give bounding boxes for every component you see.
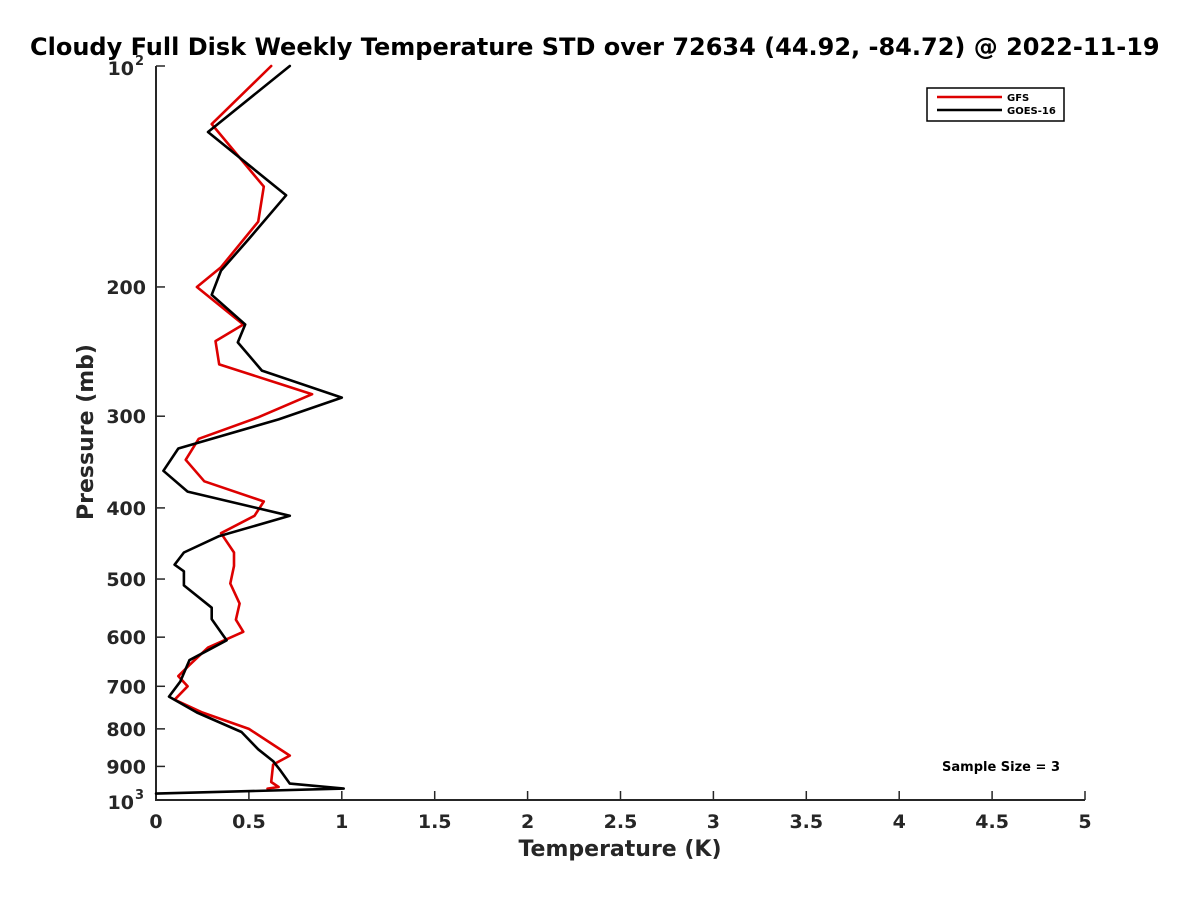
x-tick-label: 0.5 xyxy=(232,811,266,833)
y-tick-label: 300 xyxy=(106,406,146,428)
x-tick-label: 2.5 xyxy=(604,811,638,833)
data-series xyxy=(154,64,346,795)
y-tick-base: 10 xyxy=(108,792,134,814)
x-tick-label: 0 xyxy=(149,811,162,833)
x-tick-label: 1.5 xyxy=(418,811,452,833)
x-tick-label: 5 xyxy=(1078,811,1091,833)
legend: GFS GOES-16 xyxy=(926,87,1065,122)
y-tick-label: 400 xyxy=(106,498,146,520)
y-tick-label: 900 xyxy=(106,756,146,778)
y-tick-label: 800 xyxy=(106,719,146,741)
legend-entry: GOES-16 xyxy=(1007,106,1056,117)
y-tick-base: 10 xyxy=(108,58,134,80)
y-tick-exponent: 3 xyxy=(135,788,144,803)
y-tick-exponent: 2 xyxy=(135,54,144,69)
x-tick-label: 4 xyxy=(893,811,906,833)
legend-entry: GFS xyxy=(1007,93,1029,104)
axes: 0 0.5 1 1.5 2 2.5 3 3.5 4 4.5 510 22003004005006007… xyxy=(106,54,1091,833)
y-tick-label: 600 xyxy=(106,627,146,649)
series-line-gfs xyxy=(173,64,314,790)
x-tick-label: 1 xyxy=(335,811,348,833)
x-tick-label: 3 xyxy=(707,811,720,833)
y-tick-label: 10 3 xyxy=(108,788,145,814)
x-tick-label: 4.5 xyxy=(975,811,1009,833)
y-tick-label: 500 xyxy=(106,569,146,591)
x-axis-label: Temperature (K) xyxy=(518,837,721,862)
series-line-goes-16 xyxy=(154,64,346,795)
y-tick-label: 10 2 xyxy=(108,54,145,80)
y-tick-label: 700 xyxy=(106,676,146,698)
sample-size-annotation: Sample Size = 3 xyxy=(942,760,1060,775)
x-tick-label: 3.5 xyxy=(789,811,823,833)
y-axis-label: Pressure (mb) xyxy=(74,344,99,520)
y-tick-label: 200 xyxy=(106,277,146,299)
x-tick-label: 2 xyxy=(521,811,534,833)
chart-title: Cloudy Full Disk Weekly Temperature STD … xyxy=(30,33,1160,61)
legend-box xyxy=(926,87,1065,122)
